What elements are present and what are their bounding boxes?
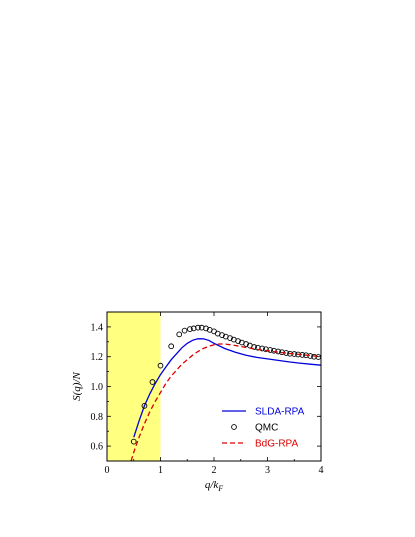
data-point-qmc	[187, 326, 193, 332]
y-axis: 0.6 0.8 1.0 1.2 1.4	[91, 311, 321, 462]
data-point-qmc	[307, 353, 314, 359]
data-point-qmc	[176, 331, 183, 338]
data-point-qmc	[141, 403, 148, 409]
data-point-qmc	[168, 343, 175, 350]
series-line-bdg-rpa	[130, 343, 322, 462]
y-tick-label: 1.0	[91, 382, 104, 393]
x-tick-label: 1	[158, 465, 163, 476]
data-point-qmc	[243, 341, 249, 347]
y-tick-label: 1.4	[91, 322, 104, 333]
y-axis-title: S(q)/N	[71, 371, 83, 400]
data-point-qmc	[157, 362, 164, 369]
y-tick-label: 0.6	[91, 442, 104, 453]
x-tick-label: 2	[212, 465, 217, 476]
x-tick-label: 0	[105, 465, 110, 476]
data-point-qmc	[235, 338, 241, 344]
data-point-qmc	[149, 379, 156, 385]
y-tick-label: 1.2	[91, 352, 104, 363]
data-point-qmc	[267, 347, 274, 353]
data-point-qmc	[181, 327, 188, 334]
data-point-qmc	[219, 332, 225, 338]
x-axis-title-main: q/k	[205, 479, 220, 491]
x-tick-label: 4	[319, 465, 324, 476]
series-line-slda-rpa	[133, 338, 322, 438]
legend-label-bdg-rpa: BdG-RPA	[255, 439, 298, 450]
data-point-qmc	[203, 325, 209, 332]
shaded-region	[107, 312, 161, 461]
legend: SLDA-RPA QMC BdG-RPA	[222, 407, 305, 450]
x-tick-label: 3	[265, 465, 270, 476]
data-point-qmc	[130, 438, 137, 445]
series-layer	[130, 324, 322, 462]
x-axis-title-sub: F	[217, 484, 223, 493]
data-point-qmc	[251, 344, 257, 350]
data-point-qmc	[259, 345, 266, 352]
x-axis-title: q/kF	[205, 479, 223, 493]
y-tick-label: 0.8	[91, 412, 104, 423]
legend-label-qmc: QMC	[255, 423, 278, 434]
data-point-qmc	[227, 335, 233, 341]
legend-label-slda-rpa: SLDA-RPA	[255, 407, 305, 418]
x-axis: 0 1 2 3 4	[105, 312, 324, 476]
legend-swatch-qmc	[231, 424, 237, 430]
data-point-qmc	[195, 324, 201, 331]
